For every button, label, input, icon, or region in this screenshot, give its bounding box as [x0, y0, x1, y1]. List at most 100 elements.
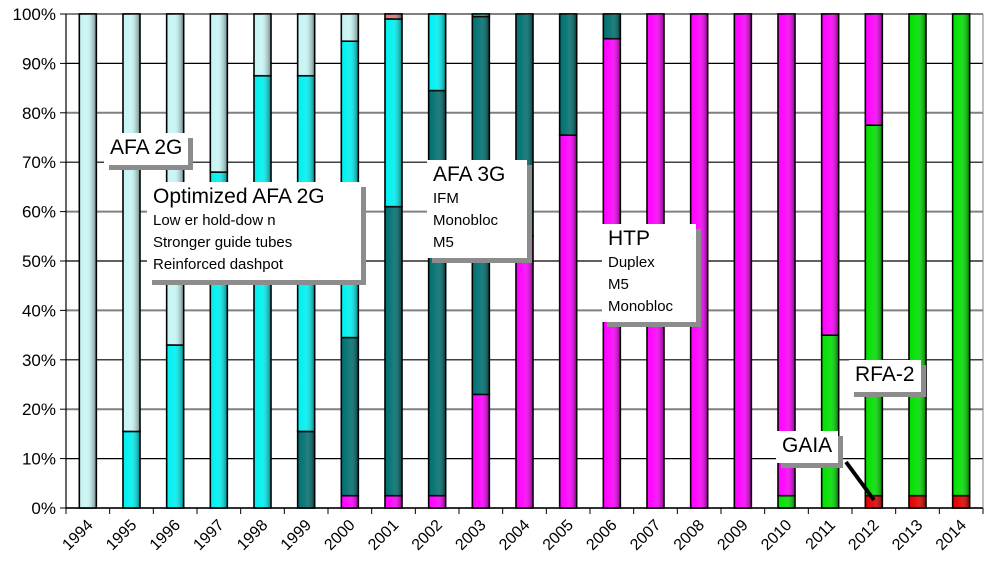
bar-stack-2001: [384, 13, 403, 509]
bar-shading: [865, 125, 883, 496]
annotation-line: M5: [433, 234, 454, 251]
y-tick-label: 0%: [31, 499, 56, 518]
x-tick-label: 2007: [627, 517, 664, 554]
bar-shading: [428, 495, 446, 508]
y-tick-label: 30%: [22, 351, 56, 370]
x-tick-label: 1998: [234, 517, 271, 554]
bar-shading: [341, 337, 359, 496]
y-axis-ticks: 0% 10% 20% 30% 40% 50% 60% 70% 80% 90% 100%: [13, 5, 66, 518]
x-tick-label: 1996: [147, 517, 184, 554]
bar-shading: [952, 14, 970, 496]
bar-shading: [428, 90, 446, 496]
annotation-line: Reinforced dashpot: [153, 256, 284, 273]
annotation-title: RFA-2: [855, 363, 915, 386]
bar-stack-2004: [515, 13, 534, 509]
bar-stack-2005: [558, 13, 578, 509]
annotation-title: AFA 3G: [433, 163, 506, 186]
x-tick-label: 2008: [671, 517, 708, 554]
bar-stack-2008: [689, 13, 709, 509]
annotation-gaia: GAIA: [776, 431, 839, 463]
bar-shading: [472, 14, 490, 17]
bar-shading: [123, 431, 140, 508]
x-tick-label: 1999: [278, 517, 315, 554]
annotation-optimized-afa2g: Optimized AFA 2G Low er hold-dow n Stron…: [147, 182, 361, 280]
bar-shading: [865, 495, 883, 508]
y-tick-label: 40%: [22, 301, 56, 320]
bar-shading: [385, 18, 402, 207]
bars: [78, 13, 971, 509]
annotation-title: Optimized AFA 2G: [153, 185, 325, 208]
y-tick-label: 80%: [22, 104, 56, 123]
bar-shading: [909, 495, 926, 508]
bar-shading: [210, 14, 228, 173]
annotation-afa3g: AFA 3G IFM Monobloc M5: [427, 160, 527, 258]
bar-shading: [166, 344, 184, 508]
bar-stack-2014: [951, 13, 971, 509]
bar-stack-1994: [78, 13, 98, 509]
annotation-htp: HTP Duplex M5 Monobloc: [602, 224, 696, 322]
gaia-leader-line: [844, 460, 876, 502]
x-tick-label: 2004: [496, 517, 533, 554]
bar-shading: [909, 14, 926, 496]
bar-shading: [516, 236, 533, 509]
bar-shading: [865, 14, 883, 126]
x-tick-label: 2003: [452, 517, 489, 554]
bar-shading: [559, 135, 577, 508]
x-tick-label: 2009: [714, 517, 751, 554]
bar-shading: [603, 14, 621, 39]
bar-shading: [254, 14, 271, 76]
bar-shading: [297, 431, 315, 508]
x-tick-label: 2006: [583, 517, 620, 554]
annotation-title: HTP: [608, 227, 650, 250]
x-tick-label: 2000: [321, 517, 358, 554]
bar-shading: [385, 206, 402, 496]
bar-shading: [472, 394, 490, 508]
annotation-title: GAIA: [782, 434, 833, 457]
annotation-line: M5: [608, 276, 629, 293]
annotation-line: Duplex: [608, 254, 655, 271]
annotation-title: AFA 2G: [110, 136, 183, 159]
bar-shading: [341, 14, 359, 42]
x-tick-label: 1997: [190, 517, 227, 554]
annotation-rfa2: RFA-2: [849, 360, 921, 392]
bar-shading: [821, 14, 839, 336]
bar-shading: [166, 14, 184, 345]
bar-stack-2003: [471, 13, 491, 509]
x-tick-label: 2012: [845, 517, 882, 554]
bar-shading: [734, 14, 752, 508]
bar-shading: [952, 495, 970, 508]
bar-shading: [821, 335, 839, 508]
x-tick-label: 2001: [365, 517, 402, 554]
bar-stack-1995: [122, 13, 141, 509]
y-tick-label: 90%: [22, 54, 56, 73]
bar-shading: [778, 495, 795, 508]
bar-shading: [254, 75, 271, 508]
bar-stack-2012: [864, 13, 884, 509]
bar-shading: [690, 14, 708, 508]
annotation-line: Monobloc: [433, 212, 499, 229]
annotation-line: IFM: [433, 190, 459, 207]
bar-stack-2009: [733, 13, 753, 509]
bar-shading: [385, 14, 402, 19]
bar-shading: [79, 14, 97, 508]
x-tick-label: 2005: [540, 517, 577, 554]
x-tick-label: 1995: [103, 517, 140, 554]
x-tick-label: 1994: [59, 517, 96, 554]
bar-shading: [123, 14, 140, 432]
bar-shading: [341, 495, 359, 508]
annotation-line: Stronger guide tubes: [153, 234, 293, 251]
axes: [65, 14, 984, 509]
x-axis-ticks: 1994 1995 1996 1997 1998 1999 2000 2001 2002 2003…: [59, 508, 984, 554]
bar-stack-2011: [820, 13, 840, 509]
annotation-line: Monobloc: [608, 298, 674, 315]
annotation-line: Low er hold-dow n: [153, 212, 276, 229]
bar-stack-2002: [427, 13, 447, 509]
bar-shading: [385, 495, 402, 508]
bar-shading: [297, 14, 315, 76]
bar-stack-2013: [908, 13, 927, 509]
x-tick-label: 2002: [409, 517, 446, 554]
y-tick-label: 60%: [22, 203, 56, 222]
bar-shading: [428, 14, 446, 91]
y-tick-label: 70%: [22, 153, 56, 172]
